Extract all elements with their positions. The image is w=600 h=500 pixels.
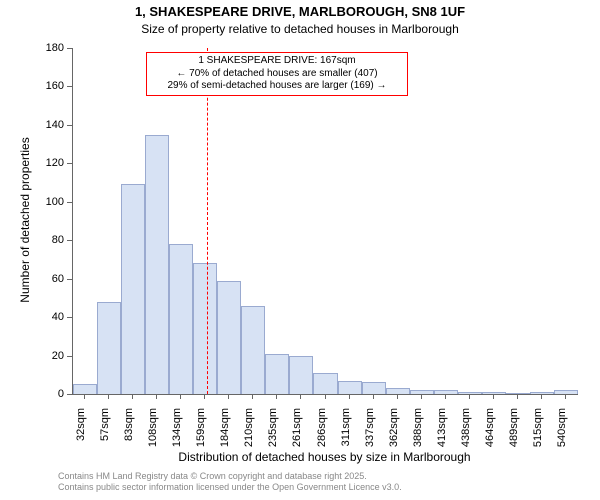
xtick-mark	[132, 394, 133, 399]
xtick-label: 134sqm	[171, 408, 183, 458]
ytick-label: 140	[34, 119, 64, 131]
xtick-label: 337sqm	[364, 408, 376, 458]
xtick-label: 388sqm	[412, 408, 424, 458]
footer-line1: Contains HM Land Registry data © Crown c…	[58, 471, 598, 482]
ytick-mark	[67, 240, 72, 241]
ytick-label: 60	[34, 273, 64, 285]
ytick-mark	[67, 125, 72, 126]
xtick-mark	[565, 394, 566, 399]
ytick-mark	[67, 394, 72, 395]
xtick-label: 464sqm	[484, 408, 496, 458]
chart-title-line2: Size of property relative to detached ho…	[0, 22, 600, 36]
ytick-label: 160	[34, 80, 64, 92]
ytick-label: 120	[34, 157, 64, 169]
xtick-mark	[397, 394, 398, 399]
xtick-mark	[469, 394, 470, 399]
histogram-bar	[338, 381, 362, 394]
histogram-bar	[265, 354, 289, 394]
ytick-label: 20	[34, 350, 64, 362]
histogram-bar	[73, 384, 97, 394]
ytick-label: 100	[34, 196, 64, 208]
xtick-label: 210sqm	[243, 408, 255, 458]
xtick-mark	[541, 394, 542, 399]
histogram-bar	[145, 135, 169, 395]
plot-area	[72, 48, 578, 395]
xtick-label: 57sqm	[99, 408, 111, 458]
xtick-label: 108sqm	[147, 408, 159, 458]
histogram-bar	[169, 244, 193, 394]
histogram-bar	[313, 373, 337, 394]
xtick-label: 413sqm	[436, 408, 448, 458]
histogram-bar	[241, 306, 265, 394]
ytick-mark	[67, 356, 72, 357]
xtick-label: 311sqm	[340, 408, 352, 458]
xtick-mark	[373, 394, 374, 399]
histogram-bar	[289, 356, 313, 394]
ytick-label: 180	[34, 42, 64, 54]
ytick-mark	[67, 86, 72, 87]
xtick-mark	[517, 394, 518, 399]
y-axis-label: Number of detached properties	[18, 60, 32, 380]
xtick-mark	[228, 394, 229, 399]
annotation-box: 1 SHAKESPEARE DRIVE: 167sqm← 70% of deta…	[146, 52, 408, 96]
ytick-label: 40	[34, 311, 64, 323]
ytick-mark	[67, 48, 72, 49]
footer-attribution: Contains HM Land Registry data © Crown c…	[58, 471, 598, 494]
chart-title-line1: 1, SHAKESPEARE DRIVE, MARLBOROUGH, SN8 1…	[0, 4, 600, 19]
annotation-line: 29% of semi-detached houses are larger (…	[151, 80, 403, 93]
histogram-bar	[97, 302, 121, 394]
xtick-label: 261sqm	[291, 408, 303, 458]
histogram-bar	[362, 382, 386, 394]
xtick-mark	[421, 394, 422, 399]
xtick-mark	[493, 394, 494, 399]
xtick-mark	[445, 394, 446, 399]
xtick-label: 32sqm	[75, 408, 87, 458]
xtick-mark	[180, 394, 181, 399]
histogram-bar	[121, 184, 145, 394]
ytick-label: 80	[34, 234, 64, 246]
xtick-label: 83sqm	[123, 408, 135, 458]
annotation-line: 1 SHAKESPEARE DRIVE: 167sqm	[151, 55, 403, 68]
xtick-mark	[84, 394, 85, 399]
annotation-line: ← 70% of detached houses are smaller (40…	[151, 68, 403, 81]
ytick-mark	[67, 202, 72, 203]
xtick-label: 235sqm	[267, 408, 279, 458]
xtick-mark	[325, 394, 326, 399]
xtick-mark	[349, 394, 350, 399]
xtick-label: 184sqm	[219, 408, 231, 458]
xtick-mark	[204, 394, 205, 399]
ytick-mark	[67, 317, 72, 318]
reference-line	[207, 48, 208, 394]
xtick-label: 362sqm	[388, 408, 400, 458]
xtick-mark	[252, 394, 253, 399]
xtick-mark	[108, 394, 109, 399]
xtick-mark	[156, 394, 157, 399]
ytick-mark	[67, 163, 72, 164]
xtick-mark	[300, 394, 301, 399]
ytick-label: 0	[34, 388, 64, 400]
chart-container: 1, SHAKESPEARE DRIVE, MARLBOROUGH, SN8 1…	[0, 0, 600, 500]
xtick-label: 489sqm	[508, 408, 520, 458]
xtick-label: 438sqm	[460, 408, 472, 458]
footer-line2: Contains public sector information licen…	[58, 482, 598, 493]
histogram-bar	[193, 263, 217, 394]
xtick-label: 515sqm	[532, 408, 544, 458]
histogram-bar	[217, 281, 241, 394]
xtick-label: 159sqm	[195, 408, 207, 458]
xtick-label: 286sqm	[316, 408, 328, 458]
ytick-mark	[67, 279, 72, 280]
xtick-label: 540sqm	[556, 408, 568, 458]
xtick-mark	[276, 394, 277, 399]
